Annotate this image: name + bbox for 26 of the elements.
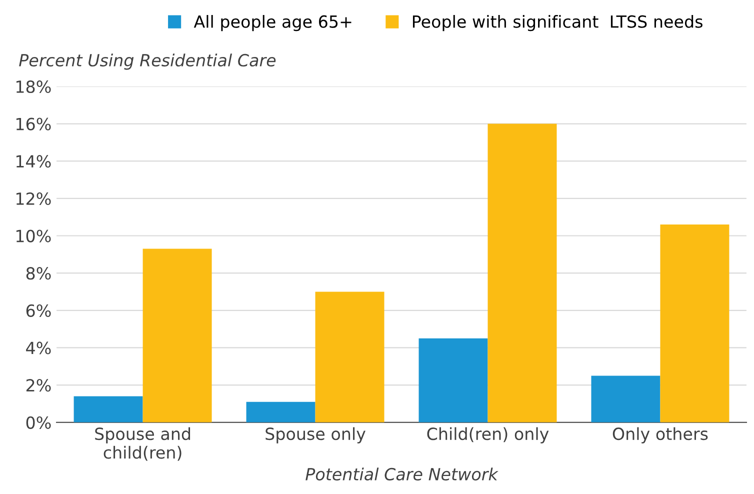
- y-tick-label: 14%: [16, 155, 51, 168]
- x-tick-label: Spouse and child(ren): [95, 427, 190, 461]
- y-tick-label: 16%: [16, 118, 51, 130]
- bar: [591, 376, 660, 422]
- bar: [418, 338, 488, 422]
- bar: [74, 396, 143, 422]
- y-tick-label: 0%: [26, 416, 51, 429]
- bar: [315, 292, 384, 422]
- y-tick-label: 4%: [26, 342, 51, 354]
- y-tick-label: 10%: [16, 230, 51, 242]
- y-tick-label: 12%: [16, 192, 51, 205]
- bar: [142, 248, 212, 422]
- x-tick-label: Spouse only: [266, 427, 366, 444]
- x-tick-label: Only others: [612, 427, 708, 444]
- bar: [660, 224, 730, 422]
- y-tick-label: 6%: [26, 304, 51, 317]
- y-axis-title: Percent Using Residential Care: [19, 54, 276, 70]
- bar: [488, 124, 557, 422]
- x-axis-title: Potential Care Network: [306, 468, 498, 480]
- legend-label: All people age 65+: [194, 15, 352, 32]
- y-tick-label: 2%: [26, 379, 51, 392]
- legend-label: People with significant LTSS needs: [412, 15, 702, 32]
- y-tick-label: 18%: [16, 80, 51, 94]
- bar: [246, 402, 316, 422]
- x-tick-label: Child(ren) only: [427, 427, 549, 444]
- y-tick-label: 8%: [26, 267, 51, 280]
